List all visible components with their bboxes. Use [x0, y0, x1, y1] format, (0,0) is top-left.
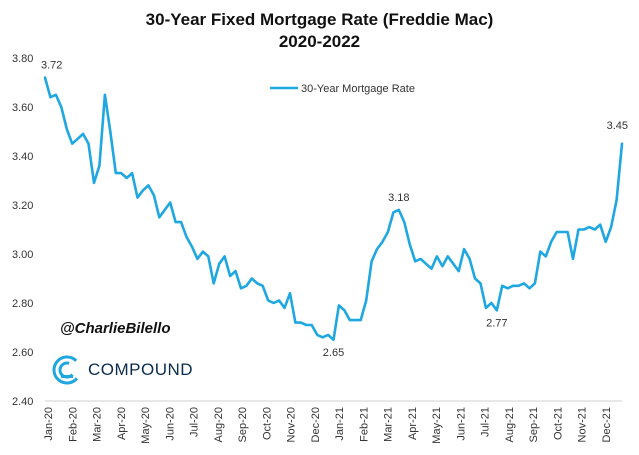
- data-label: 3.18: [388, 192, 409, 204]
- y-tick-label: 3.20: [12, 200, 33, 212]
- data-label: 2.77: [486, 317, 507, 329]
- legend: 30-Year Mortgage Rate: [270, 83, 415, 95]
- brand-name: COMPOUND: [88, 360, 194, 379]
- x-tick-label: Dec-21: [601, 407, 613, 442]
- x-tick-label: Feb-20: [67, 407, 79, 442]
- x-tick-label: Oct-20: [261, 407, 273, 440]
- y-axis: 2.40 2.60 2.80 3.00 3.20 3.40 3.60 3.80: [12, 53, 33, 408]
- x-tick-label: Feb-21: [358, 407, 370, 442]
- y-tick-label: 2.40: [12, 396, 33, 408]
- y-tick-label: 3.60: [12, 102, 33, 114]
- x-tick-label: Oct-21: [552, 407, 564, 440]
- author-handle: @CharlieBilello: [60, 320, 171, 337]
- x-tick-label: May-20: [140, 407, 152, 444]
- chart-title: 30-Year Fixed Mortgage Rate (Freddie Mac…: [145, 10, 494, 29]
- x-tick-label: Mar-20: [92, 407, 104, 442]
- x-tick-label: Jun-21: [455, 407, 467, 441]
- y-tick-label: 3.80: [12, 53, 33, 65]
- y-tick-label: 2.60: [12, 347, 33, 359]
- y-tick-label: 3.00: [12, 249, 33, 261]
- x-tick-label: Aug-21: [504, 407, 516, 442]
- chart-title-block: 30-Year Fixed Mortgage Rate (Freddie Mac…: [0, 9, 639, 53]
- x-tick-label: Sep-21: [528, 407, 540, 442]
- y-tick-label: 3.40: [12, 151, 33, 163]
- x-tick-label: Jul-20: [189, 407, 201, 437]
- x-tick-label: Aug-20: [213, 407, 225, 442]
- data-label: 3.72: [41, 60, 62, 72]
- x-tick-label: Mar-21: [383, 407, 395, 442]
- chart-subtitle: 2020-2022: [278, 32, 361, 51]
- x-tick-label: Dec-20: [310, 407, 322, 442]
- data-label: 3.45: [607, 120, 628, 132]
- x-tick-label: Apr-21: [407, 407, 419, 440]
- x-tick-label: Nov-21: [577, 407, 589, 442]
- x-tick-label: Nov-20: [286, 407, 298, 442]
- legend-label: 30-Year Mortgage Rate: [301, 83, 415, 95]
- x-tick-label: Jul-21: [480, 407, 492, 437]
- x-tick-label: Jun-20: [164, 407, 176, 441]
- x-axis: Jan-20 Feb-20 Mar-20 Apr-20 May-20 Jun-20 Jul-…: [43, 407, 613, 444]
- y-tick-label: 2.80: [12, 298, 33, 310]
- x-tick-label: Apr-20: [116, 407, 128, 440]
- x-tick-label: Sep-20: [237, 407, 249, 442]
- compound-logo-icon: [52, 355, 82, 385]
- x-tick-label: Jan-20: [43, 407, 55, 441]
- series-line-30-year-mortgage-rate: [43, 76, 624, 342]
- data-label: 2.65: [323, 347, 344, 359]
- x-tick-label: Jan-21: [334, 407, 346, 441]
- x-tick-label: May-21: [431, 407, 443, 444]
- brand-logo: COMPOUND: [52, 354, 193, 386]
- data-labels: 3.72 2.65 3.18 2.77 3.45: [41, 60, 628, 359]
